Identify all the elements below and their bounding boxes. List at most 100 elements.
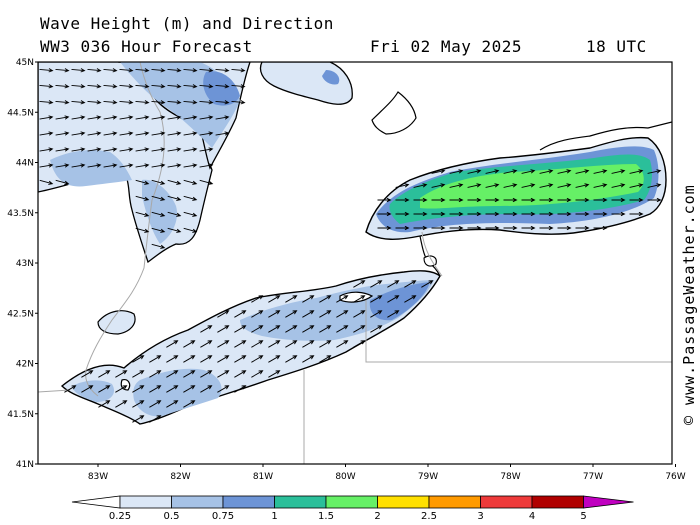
arrow-glyph [413, 183, 428, 188]
arrow-glyph [167, 115, 182, 120]
arrow-glyph [183, 195, 198, 201]
arrow-glyph [199, 115, 214, 120]
arrow-glyph [611, 183, 626, 188]
arrow-glyph [167, 195, 182, 201]
arrow-glyph [183, 370, 196, 378]
arrow-glyph [149, 370, 162, 378]
arrow-glyph [119, 84, 134, 89]
arrow-glyph [103, 68, 118, 73]
arrow-glyph [81, 370, 94, 378]
arrow-glyph [200, 385, 213, 393]
arrow-glyph [285, 295, 298, 303]
arrow-glyph [167, 211, 182, 217]
legend-swatch [428, 495, 481, 509]
arrow-glyph [55, 147, 70, 152]
arrow-glyph [575, 225, 590, 231]
arrow-glyph [319, 355, 332, 363]
arrow-glyph [467, 183, 482, 188]
lat-tick-label: 42.5N [7, 309, 34, 319]
arrow-glyph [87, 147, 102, 152]
legend-label: 0.5 [164, 511, 180, 522]
arrow-glyph [87, 163, 102, 168]
arrow-glyph [55, 84, 70, 89]
arrow-glyph [166, 385, 179, 393]
legend-swatch [377, 495, 430, 509]
arrow-glyph [449, 183, 464, 188]
arrow-glyph [151, 227, 166, 233]
arrow-glyph [251, 325, 264, 333]
arrow-glyph [377, 211, 392, 217]
arrow-glyph [166, 400, 179, 408]
credit-text: © www.PassageWeather.com [680, 184, 698, 425]
arrow-glyph [431, 197, 446, 203]
arrow-glyph [234, 340, 247, 348]
lon-tick-label: 83W [88, 472, 108, 482]
arrow-glyph [285, 340, 298, 348]
arrow-glyph [115, 385, 128, 393]
arrow-glyph [183, 100, 198, 105]
arrow-glyph [503, 169, 518, 174]
arrow-glyph [200, 325, 213, 333]
arrow-glyph [557, 169, 572, 174]
legend-swatch [480, 495, 533, 509]
arrow-glyph [71, 100, 86, 105]
arrow-glyph [199, 179, 214, 185]
arrow-glyph [413, 225, 428, 231]
arrow-glyph [103, 84, 118, 89]
arrow-glyph [377, 197, 392, 203]
arrow-glyph [167, 179, 182, 185]
arrow-glyph [336, 310, 349, 318]
arrow-glyph [87, 84, 102, 89]
arrow-glyph [431, 183, 446, 188]
arrow-glyph [485, 211, 500, 217]
arrow-glyph [103, 100, 118, 105]
arrow-glyph [39, 179, 54, 185]
arrow-glyph [167, 100, 182, 105]
lon-tick-label: 79W [418, 472, 438, 482]
arrow-glyph [217, 385, 230, 393]
arrow-glyph [404, 280, 417, 288]
arrow-glyph [268, 325, 281, 333]
arrow-glyph [485, 225, 500, 231]
arrow-glyph [135, 115, 150, 120]
arrow-glyph [251, 310, 264, 318]
arrow-glyph [215, 131, 230, 136]
arrow-glyph [199, 147, 214, 152]
arrow-glyph [611, 197, 626, 203]
arrow-glyph [234, 355, 247, 363]
arrow-glyph [593, 225, 608, 231]
arrow-glyph [217, 310, 230, 318]
arrow-glyph [135, 147, 150, 152]
arrow-glyph [167, 227, 182, 233]
arrow-glyph [119, 100, 134, 105]
lon-tick-label: 80W [335, 472, 355, 482]
arrow-glyph [151, 115, 166, 120]
arrow-glyph [503, 183, 518, 188]
arrow-glyph [149, 415, 162, 423]
arrow-glyph [87, 131, 102, 136]
arrow-glyph [575, 169, 590, 174]
arrow-glyph [521, 183, 536, 188]
arrow-glyph [135, 211, 150, 217]
arrow-glyph [167, 84, 182, 89]
arrow-glyph [370, 310, 383, 318]
arrow-glyph [387, 280, 400, 288]
lat-tick-label: 44.5N [7, 108, 34, 118]
arrow-glyph [87, 100, 102, 105]
arrow-glyph [521, 169, 536, 174]
arrow-glyph [151, 179, 166, 185]
arrow-glyph [115, 370, 128, 378]
arrow-glyph [539, 183, 554, 188]
arrow-glyph [217, 370, 230, 378]
arrow-glyph [119, 163, 134, 168]
legend-swatch [274, 495, 327, 509]
arrow-glyph [611, 169, 626, 174]
legend-swatch [583, 495, 634, 509]
arrow-glyph [151, 68, 166, 73]
arrow-glyph [199, 131, 214, 136]
arrow-glyph [268, 355, 281, 363]
arrow-glyph [336, 340, 349, 348]
arrow-glyph [151, 84, 166, 89]
legend-swatch [171, 495, 224, 509]
arrow-glyph [135, 84, 150, 89]
